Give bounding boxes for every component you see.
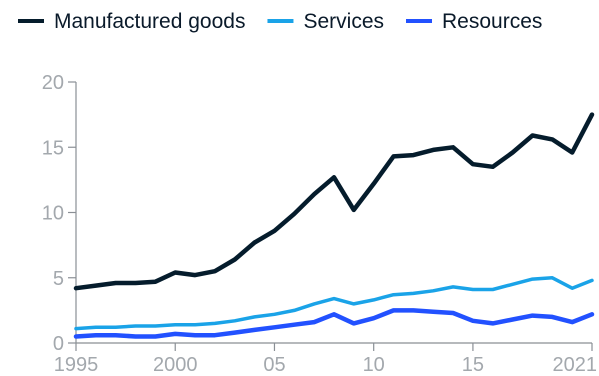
y-tick-label: 15	[42, 137, 64, 159]
y-tick-label: 20	[42, 72, 64, 94]
x-tick-label: 10	[363, 354, 385, 376]
x-tick-label: 15	[462, 354, 484, 376]
legend-label-resources: Resources	[442, 10, 542, 33]
legend-item-manufactured-goods: Manufactured goods	[18, 10, 245, 33]
y-tick-label: 10	[42, 203, 64, 225]
legend: Manufactured goods Services Resources	[18, 10, 542, 33]
x-tick-label: 2000	[153, 354, 198, 376]
y-tick-label: 0	[53, 333, 64, 355]
x-tick-label: 1995	[54, 354, 99, 376]
series-line-services	[74, 276, 594, 331]
x-tick-label: 05	[263, 354, 285, 376]
series-layer	[73, 112, 595, 339]
legend-item-services: Services	[267, 10, 384, 33]
legend-label-manufactured-goods: Manufactured goods	[54, 10, 245, 33]
y-tick-label: 5	[53, 268, 64, 290]
x-tick-label: 2021	[553, 354, 598, 376]
y-axis: 0 5 10 15 20	[42, 72, 77, 355]
series-line-resources	[73, 308, 595, 339]
x-axis: 1995 2000 05 10 15 2021	[54, 342, 598, 376]
legend-item-resources: Resources	[406, 10, 542, 33]
series-line-manufactured-goods	[73, 112, 595, 291]
legend-label-services: Services	[303, 10, 384, 33]
